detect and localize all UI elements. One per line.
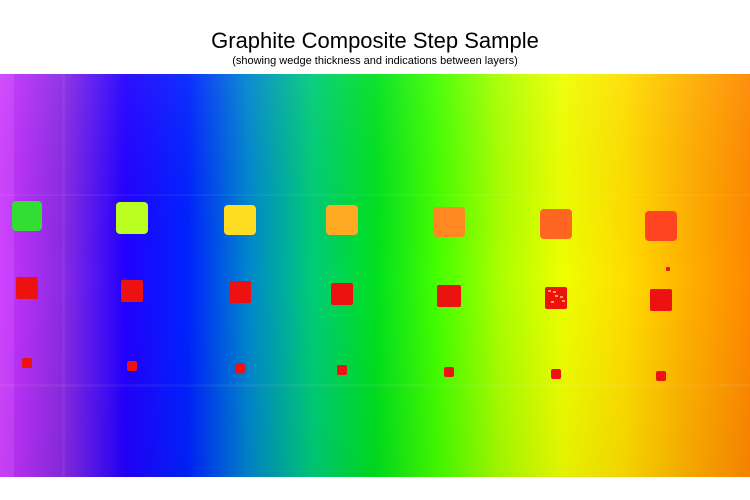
medium-indication-square (121, 280, 143, 302)
large-indication-square (326, 205, 358, 235)
gradient-shade (0, 74, 750, 477)
small-indication-square (551, 369, 561, 379)
page-title: Graphite Composite Step Sample (211, 28, 539, 53)
ultrasonic-scan-image (0, 74, 750, 477)
indication-speckle (453, 294, 456, 296)
large-indication-square (224, 205, 256, 235)
indication-speckle (444, 299, 447, 301)
small-indication-square (127, 361, 137, 371)
indication-speckle (348, 296, 351, 298)
medium-indication-square (16, 277, 38, 299)
indication-markers (12, 201, 677, 381)
large-indication-square (433, 207, 465, 237)
stray-indication-dot (666, 267, 670, 271)
streak (0, 194, 750, 196)
indication-speckle (455, 298, 458, 300)
medium-indication-square (545, 287, 567, 309)
large-indication-square (645, 211, 677, 241)
streak (0, 384, 750, 387)
small-indication-square (656, 371, 666, 381)
left-edge-tint (0, 74, 14, 477)
medium-indication-square (229, 281, 251, 303)
indication-speckle (553, 291, 556, 293)
indication-speckle (334, 286, 337, 288)
small-indication-square (444, 367, 454, 377)
indication-speckle (551, 301, 554, 303)
indication-speckle (346, 292, 349, 294)
indication-speckle (548, 290, 551, 292)
small-indication-square (235, 363, 245, 373)
small-indication-square (22, 358, 32, 368)
large-indication-square (540, 209, 572, 239)
medium-indication-square (331, 283, 353, 305)
medium-indication-square (437, 285, 461, 307)
indication-speckle (560, 296, 563, 298)
indication-speckle (441, 288, 444, 290)
indication-speckle (339, 287, 342, 289)
indication-speckle (337, 297, 340, 299)
large-indication-square (12, 201, 42, 231)
medium-indication-square (650, 289, 672, 311)
indication-speckle (446, 289, 449, 291)
page-subtitle: (showing wedge thickness and indications… (232, 55, 518, 67)
indication-speckle (562, 300, 565, 302)
large-indication-square (116, 202, 148, 234)
indication-speckle (448, 293, 451, 295)
streak (62, 74, 65, 477)
indication-speckle (341, 291, 344, 293)
indication-speckle (555, 295, 558, 297)
small-indication-square (337, 365, 347, 375)
